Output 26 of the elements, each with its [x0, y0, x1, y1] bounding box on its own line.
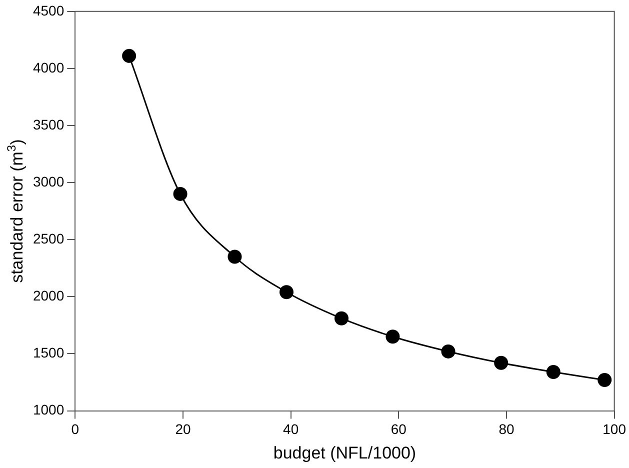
point [598, 372, 612, 387]
y-tick-label: 2000 [32, 288, 64, 304]
point [441, 344, 456, 358]
x-axis-title: budget (NFL/1000) [273, 443, 416, 462]
point [386, 330, 400, 344]
y-tick-label: 4500 [32, 2, 64, 18]
y-tick-label: 1500 [32, 344, 64, 361]
y-axis-title: standard error (m3) [4, 139, 27, 283]
y-tick-label: 3500 [32, 116, 64, 132]
point [280, 285, 294, 300]
point [494, 356, 508, 370]
x-tick-label: 60 [390, 421, 407, 438]
x-tick-label: 40 [283, 421, 299, 438]
point [122, 48, 136, 63]
x-tick-label: 0 [71, 421, 80, 438]
point [173, 186, 188, 201]
x-tick-label: 100 [602, 421, 626, 438]
point [228, 250, 242, 264]
x-tick-label: 20 [175, 421, 191, 438]
y-tick-label: 3000 [32, 173, 64, 190]
y-tick-label: 4000 [32, 59, 64, 76]
y-tick-label: 1000 [32, 402, 64, 418]
y-tick-label: 2500 [32, 230, 64, 246]
x-tick-label: 80 [498, 421, 514, 438]
point [334, 311, 348, 326]
point [546, 365, 560, 379]
